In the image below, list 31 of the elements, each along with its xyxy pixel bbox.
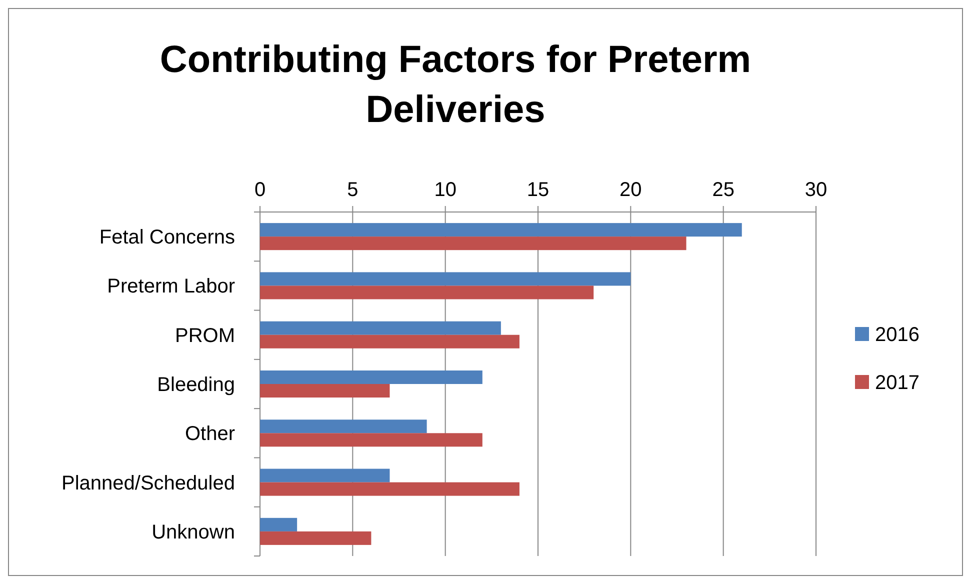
bar [260,236,686,250]
bar [260,286,594,300]
bar [260,334,520,348]
y-tick-label: Unknown [152,521,235,544]
x-tick-label: 20 [620,179,642,201]
bar [260,223,742,237]
x-tick-label: 0 [254,179,266,201]
bar [260,370,482,384]
bar [260,384,390,398]
y-tick-label: Preterm Labor [107,276,236,298]
x-tick-label: 15 [526,179,550,201]
bar [260,420,427,434]
bar [260,433,482,447]
y-tick-label: Planned/Scheduled [62,472,235,494]
bar [260,482,520,496]
x-tick-label: 5 [347,179,358,201]
y-tick-label: PROM [175,324,235,347]
bar [260,531,372,545]
bar [260,321,501,335]
y-tick-label: Fetal Concerns [99,226,235,249]
bar [260,468,390,482]
chart-title: Contributing Factors for Preterm Deliveries [160,39,752,131]
y-tick-label: Other [184,423,236,446]
x-tick-label: 25 [712,179,734,201]
legend-label: 2017 [875,372,920,394]
bar [260,518,298,532]
legend-label: 2016 [875,324,920,346]
x-tick-label: 10 [434,179,456,201]
x-tick-label: 30 [804,179,828,201]
bar [260,272,631,286]
y-tick-label: Bleeding [157,374,235,396]
